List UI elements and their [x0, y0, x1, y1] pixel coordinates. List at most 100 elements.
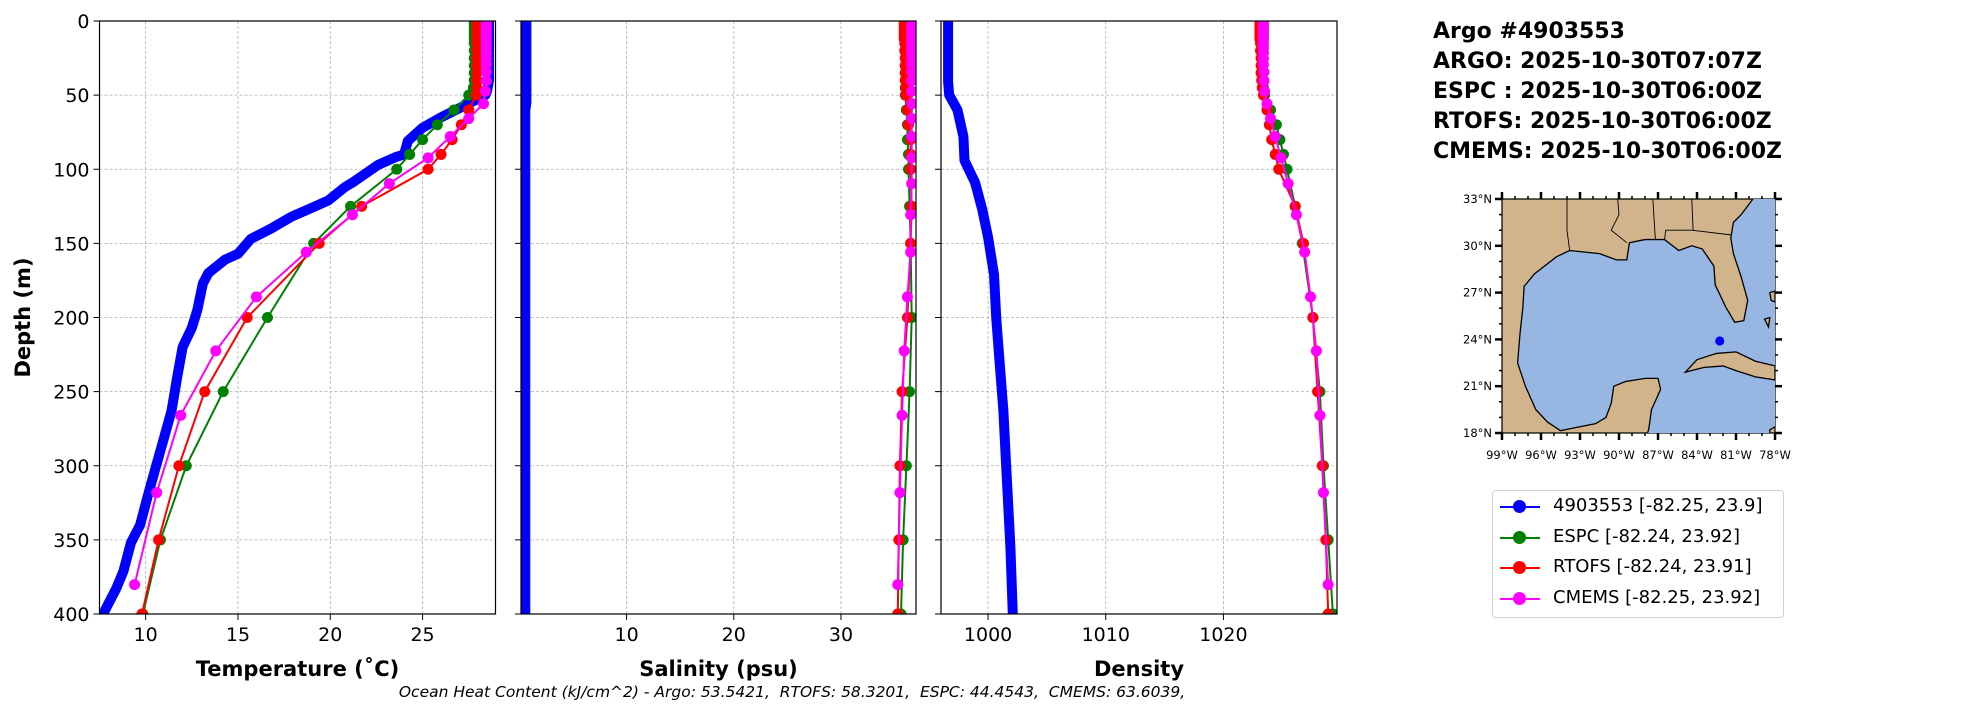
title-espc-time: ESPC : 2025-10-30T06:00Z [1433, 79, 1762, 104]
data-point-cmems [1258, 66, 1270, 78]
data-point-cmems [898, 345, 910, 357]
data-point-cmems [175, 409, 187, 421]
bahamas-land [1765, 291, 1775, 327]
data-point-cmems [906, 85, 916, 97]
data-point-rtofs [463, 104, 475, 116]
y-tick-label: 350 [53, 530, 89, 552]
profile-panels: 10 15 20 25050100150200250300350400Temperat… [11, 11, 1338, 681]
y-tick-label: 300 [53, 456, 89, 478]
data-point-cmems [894, 487, 906, 499]
x-tick-label: 20 [318, 624, 342, 646]
y-tick-label: 150 [53, 233, 89, 255]
data-point-cmems [1322, 579, 1334, 591]
data-point-cmems [1310, 345, 1322, 357]
map-lon-label: 96°W [1525, 448, 1557, 462]
legend-item-rtofs: RTOFS [-82.24, 23.91] [1493, 553, 1783, 583]
data-point-cmems [480, 66, 492, 78]
data-point-espc [404, 148, 416, 160]
map-lon-label: 81°W [1720, 448, 1752, 462]
data-point-cmems [300, 246, 312, 258]
map-lon-label: 87°W [1642, 448, 1674, 462]
data-point-cmems [906, 152, 916, 164]
profile-panel-1: 10 20 30 Salinity (psu) [515, 20, 917, 681]
legend-marker-icon [1513, 500, 1526, 513]
profile-panel-0: 10 15 20 25050100150200250300350400Temperat… [11, 11, 497, 681]
data-point-cmems [1269, 130, 1281, 142]
y-tick-label: 50 [65, 85, 89, 107]
data-point-cmems [906, 98, 916, 110]
legend-item-argo: 4903553 [-82.25, 23.9] [1493, 492, 1783, 522]
data-point-rtofs [1312, 386, 1324, 398]
legend-marker-icon [1513, 592, 1526, 605]
axes-frame [98, 20, 497, 615]
data-point-rtofs [199, 386, 211, 398]
data-point-cmems [1290, 209, 1302, 221]
data-point-cmems [1299, 246, 1311, 258]
data-point-rtofs [901, 312, 913, 323]
map-lon-label: 90°W [1603, 448, 1635, 462]
map-lon-label: 93°W [1564, 448, 1596, 462]
data-point-cmems [478, 98, 489, 110]
data-point-cmems [444, 130, 456, 142]
data-point-rtofs [136, 608, 148, 614]
data-point-cmems [906, 113, 916, 125]
map-lat-label: 30°N [1463, 239, 1492, 253]
data-point-rtofs [153, 534, 165, 546]
data-point-espc [262, 312, 273, 323]
title-argo-id: Argo #4903553 [1433, 19, 1625, 44]
data-point-cmems [479, 85, 491, 97]
data-point-rtofs [470, 89, 482, 101]
title-rtofs-time: RTOFS: 2025-10-30T06:00Z [1433, 109, 1772, 134]
legend-marker-icon [1513, 531, 1526, 544]
y-tick-label: 400 [53, 604, 89, 626]
map-lon-label: 78°W [1759, 448, 1791, 462]
data-point-cmems [346, 209, 358, 221]
data-point-espc [391, 163, 403, 175]
x-tick-label: 15 [226, 624, 250, 646]
x-tick-label: 1000 [964, 624, 1012, 646]
data-point-cmems [905, 246, 916, 258]
data-point-cmems [901, 291, 913, 303]
location-map [1502, 199, 1775, 433]
y-axis-label: Depth (m) [11, 257, 35, 377]
data-point-cmems [1314, 409, 1326, 421]
data-point-cmems [1305, 291, 1317, 303]
data-point-espc [217, 386, 229, 398]
axes-frame [940, 20, 1338, 615]
x-tick-label: 10 [134, 624, 158, 646]
series-group [521, 21, 916, 614]
data-point-cmems [896, 409, 908, 421]
data-point-espc [417, 134, 429, 146]
profile-panel-2: 1000 1010 1020 Density [935, 20, 1338, 681]
data-point-cmems [892, 579, 904, 591]
map-lat-label: 18°N [1463, 426, 1492, 440]
data-point-rtofs [241, 312, 253, 323]
argo-location-marker [1715, 336, 1725, 346]
series-line-argo-4903553 [943, 21, 1018, 614]
legend-item-espc: ESPC [-82.24, 23.92] [1493, 523, 1783, 553]
x-axis-label: Temperature (˚C) [196, 657, 399, 681]
data-point-rtofs [422, 163, 434, 175]
data-point-rtofs [1273, 163, 1285, 175]
map-lat-label: 33°N [1463, 192, 1492, 206]
axes-frame [520, 20, 917, 615]
map-lat-label: 27°N [1463, 286, 1492, 300]
data-point-cmems [250, 291, 262, 303]
jamaica-land [1770, 427, 1775, 433]
x-tick-label: 20 [722, 624, 746, 646]
data-point-cmems [463, 113, 475, 125]
series-line-argo-4903553 [521, 21, 532, 614]
map-lat-label: 24°N [1463, 332, 1492, 346]
data-point-rtofs [173, 460, 185, 472]
legend-item-cmems: CMEMS [-82.25, 23.92] [1493, 584, 1783, 614]
data-point-cmems [1258, 75, 1270, 87]
data-point-cmems [1259, 85, 1271, 97]
data-point-espc [431, 119, 443, 131]
data-point-rtofs [905, 163, 916, 175]
state-borders [1567, 199, 1731, 250]
title-block: Argo #4903553 ARGO: 2025-10-30T07:07Z ES… [1433, 17, 1782, 167]
data-point-cmems [129, 579, 141, 591]
data-point-cmems [1265, 113, 1277, 125]
data-point-rtofs [892, 608, 904, 614]
data-point-cmems [151, 487, 163, 499]
